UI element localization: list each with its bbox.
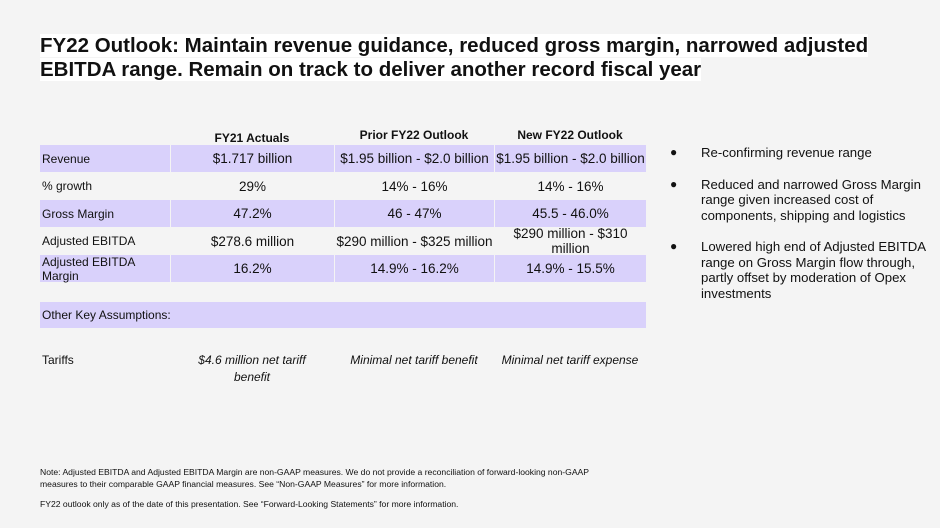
table-row: Adjusted EBITDA Margin 16.2% 14.9% - 16.2%… [40, 254, 646, 283]
bullet-text: Reduced and narrowed Gross Margin range … [701, 176, 921, 223]
cell-prior-outlook: $1.95 billion - $2.0 billion [334, 145, 494, 172]
header-prior-outlook: Prior FY22 Outlook [359, 128, 469, 142]
assumptions-label: Other Key Assumptions: [42, 308, 171, 322]
header-empty [40, 128, 170, 145]
tariffs-new: Minimal net tariff expense [501, 353, 639, 367]
row-label: Adjusted EBITDA Margin [42, 254, 135, 283]
cell-new-outlook: 14% - 16% [494, 172, 646, 200]
outlook-table: FY21 Actuals Prior FY22 Outlook New FY22… [40, 128, 646, 283]
bullet-text: Lowered high end of Adjusted EBITDA rang… [701, 239, 926, 301]
table-row: % growth 29% 14% - 16% 14% - 16% [40, 172, 646, 200]
table-body: Revenue $1.717 billion $1.95 billion - $2.… [40, 145, 646, 283]
cell-new-outlook: $290 million - $310 million [494, 226, 646, 256]
bullet-item: ● Lowered high end of Adjusted EBITDA ran… [670, 239, 930, 301]
cell-prior-outlook: 14% - 16% [334, 172, 494, 200]
cell-new-outlook: $1.95 billion - $2.0 billion [494, 145, 646, 172]
forward-looking-note: FY22 outlook only as of the date of this… [40, 499, 459, 509]
row-label: Gross Margin [42, 206, 115, 221]
cell-new-outlook: 45.5 - 46.0% [494, 200, 646, 227]
bullet-dot-icon: ● [670, 239, 678, 253]
row-label: % growth [42, 179, 93, 193]
non-gaap-note: Note: Adjusted EBITDA and Adjusted EBITD… [40, 467, 589, 489]
title-line-1: FY22 Outlook: Maintain revenue guidance,… [40, 34, 869, 57]
tariffs-fy21: $4.6 million net tariff benefit [198, 353, 306, 384]
cell-new-outlook: 14.9% - 15.5% [494, 255, 646, 282]
table-row: Revenue $1.717 billion $1.95 billion - $2.… [40, 145, 646, 172]
row-label: Adjusted EBITDA [42, 234, 136, 248]
header-fy21-actuals: FY21 Actuals [214, 131, 290, 145]
other-key-assumptions-row: Other Key Assumptions: [40, 302, 646, 328]
header-new-outlook: New FY22 Outlook [517, 128, 623, 142]
cell-prior-outlook: 46 - 47% [334, 200, 494, 227]
bullet-item: ● Reduced and narrowed Gross Margin range… [670, 177, 930, 224]
table-header: FY21 Actuals Prior FY22 Outlook New FY22… [40, 128, 646, 145]
page-title: FY22 Outlook: Maintain revenue guidance,… [40, 34, 910, 82]
bullet-list: ● Re-confirming revenue range ● Reduced an… [670, 145, 930, 317]
table-row: Gross Margin 47.2% 46 - 47% 45.5 - 46.0% [40, 200, 646, 227]
bullet-dot-icon: ● [670, 145, 678, 159]
cell-prior-outlook: $290 million - $325 million [334, 227, 494, 255]
bullet-item: ● Re-confirming revenue range [670, 145, 930, 161]
bullet-dot-icon: ● [670, 176, 678, 191]
tariffs-label: Tariffs [42, 353, 74, 367]
cell-fy21: $278.6 million [170, 227, 334, 255]
title-line-2: EBITDA range. Remain on track to deliver… [40, 58, 702, 81]
cell-fy21: $1.717 billion [170, 145, 334, 172]
table-row: Adjusted EBITDA $278.6 million $290 millio… [40, 226, 646, 256]
tariffs-row: Tariffs $4.6 million net tariff benefit … [40, 352, 646, 386]
row-label: Revenue [42, 151, 91, 166]
cell-fy21: 29% [170, 172, 334, 200]
bullet-text: Re-confirming revenue range [701, 145, 872, 160]
tariffs-prior: Minimal net tariff benefit [350, 353, 478, 367]
cell-fy21: 47.2% [170, 200, 334, 227]
cell-fy21: 16.2% [170, 255, 334, 282]
cell-prior-outlook: 14.9% - 16.2% [334, 255, 494, 282]
